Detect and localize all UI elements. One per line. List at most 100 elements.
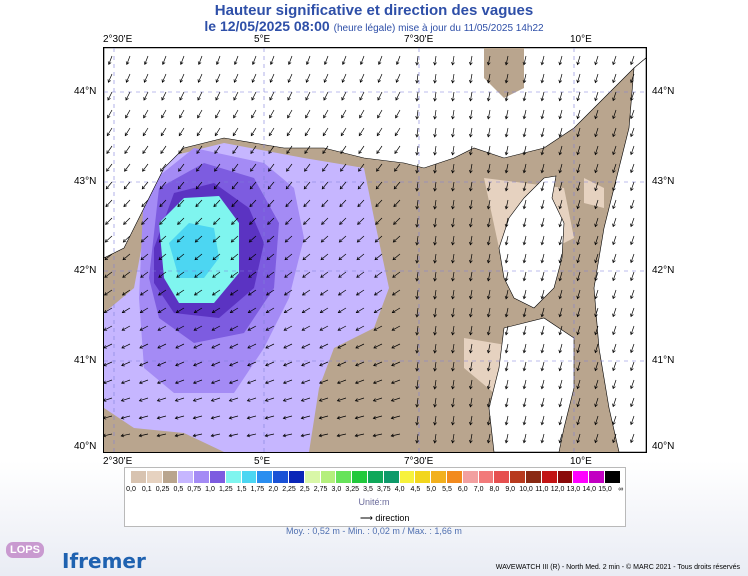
wave-direction-arrow <box>104 343 113 349</box>
wave-direction-arrow <box>594 55 599 65</box>
wave-height-map[interactable] <box>103 47 647 453</box>
wave-direction-arrow <box>247 433 257 437</box>
wave-direction-arrow <box>197 109 203 119</box>
wave-direction-arrowhead <box>522 79 527 84</box>
forecast-date: le 12/05/2025 08:00 <box>204 18 330 34</box>
wave-direction-arrowhead <box>232 168 236 172</box>
wave-direction-arrow <box>283 379 293 384</box>
wave-direction-arrowhead <box>287 61 292 66</box>
wave-direction-arrow <box>248 307 257 313</box>
wave-direction-arrow <box>142 163 149 172</box>
wave-direction-arrowhead <box>522 169 527 174</box>
wave-direction-arrowhead <box>303 221 307 225</box>
wave-direction-arrow <box>487 217 491 227</box>
wave-direction-arrow <box>594 361 599 371</box>
color-scale-label: 1,5 <box>236 486 247 493</box>
wave-direction-arrowhead <box>214 168 218 172</box>
wave-direction-arrowhead <box>285 221 289 225</box>
wave-direction-arrow <box>630 145 635 155</box>
wave-direction-arrowhead <box>468 277 473 282</box>
wave-direction-arrow <box>104 325 113 331</box>
wave-direction-arrow <box>505 271 509 281</box>
wave-direction-arrow <box>559 127 563 137</box>
wave-direction-arrow <box>612 181 617 191</box>
wave-direction-arrow <box>392 307 401 313</box>
color-scale-label: ∞ <box>618 486 624 493</box>
wave-direction-arrowhead <box>175 309 180 314</box>
wave-direction-arrowhead <box>468 223 473 228</box>
wave-direction-arrowhead <box>302 274 306 278</box>
wave-direction-arrow <box>212 289 221 296</box>
wave-direction-arrowhead <box>211 345 215 349</box>
wave-direction-arrow <box>470 433 473 443</box>
wave-direction-arrowhead <box>250 150 254 154</box>
wave-direction-arrow <box>375 217 383 225</box>
wave-direction-arrowhead <box>354 433 359 438</box>
wave-direction-arrow <box>216 55 221 65</box>
wave-direction-arrow <box>304 145 311 154</box>
wave-direction-arrowhead <box>558 313 563 318</box>
wave-direction-arrow <box>121 361 131 366</box>
wave-direction-arrowhead <box>415 80 419 84</box>
wave-direction-arrowhead <box>612 349 616 354</box>
wave-direction-arrowhead <box>612 133 616 138</box>
wave-direction-arrowhead <box>451 367 455 372</box>
wave-direction-arrow <box>283 397 293 402</box>
color-scale-swatch <box>352 471 368 483</box>
wave-direction-arrowhead <box>415 206 419 210</box>
wave-direction-arrow <box>214 127 221 136</box>
wave-direction-arrow <box>284 307 293 313</box>
wave-direction-arrowhead <box>486 97 491 102</box>
wave-direction-arrow <box>523 235 527 245</box>
wave-direction-arrow <box>234 73 239 83</box>
wave-direction-arrow <box>577 271 581 281</box>
wave-direction-arrow <box>283 415 293 419</box>
wave-direction-arrow <box>394 145 401 154</box>
wave-direction-arrowhead <box>282 398 287 402</box>
wave-direction-arrowhead <box>372 415 377 420</box>
wave-direction-arrowhead <box>123 185 128 190</box>
wave-direction-arrowhead <box>192 398 197 402</box>
wave-direction-arrowhead <box>354 398 359 402</box>
wave-direction-arrowhead <box>558 241 563 246</box>
wave-direction-arrow <box>177 181 185 190</box>
wave-direction-arrowhead <box>522 277 527 282</box>
update-note: (heure légale) mise à jour du 11/05/2025… <box>333 23 544 34</box>
wave-direction-arrow <box>373 415 383 419</box>
wave-direction-arrowhead <box>433 278 437 282</box>
color-scale-label: 3,25 <box>345 486 359 493</box>
wave-direction-arrowhead <box>594 151 598 156</box>
wave-direction-arrow <box>577 199 581 209</box>
wave-direction-arrow <box>487 307 491 317</box>
wave-direction-arrowhead <box>522 151 527 156</box>
wave-direction-arrow <box>487 73 491 83</box>
color-scale-swatch <box>510 471 526 483</box>
wave-direction-arrow <box>305 91 311 101</box>
wave-direction-arrowhead <box>594 403 598 408</box>
wave-direction-arrowhead <box>451 349 455 354</box>
wave-direction-arrow <box>393 235 401 243</box>
wave-direction-arrow <box>323 109 329 119</box>
wave-direction-arrowhead <box>594 313 598 318</box>
wave-direction-arrowhead <box>285 203 289 208</box>
wave-direction-arrowhead <box>612 385 616 390</box>
wave-direction-arrow <box>373 379 383 384</box>
wave-direction-arrow <box>416 325 419 335</box>
wave-direction-arrowhead <box>336 415 341 420</box>
wave-direction-arrowhead <box>433 296 437 300</box>
wave-direction-arrowhead <box>486 79 491 84</box>
wave-direction-arrow <box>194 289 203 296</box>
wave-direction-arrowhead <box>373 292 378 296</box>
wave-direction-arrow <box>505 91 509 101</box>
wave-direction-arrowhead <box>630 97 634 102</box>
wave-direction-arrowhead <box>301 292 306 296</box>
wave-direction-arrow <box>285 235 293 243</box>
sea-mid-zone <box>584 178 604 208</box>
wave-direction-arrowhead <box>125 61 130 66</box>
wave-direction-arrowhead <box>576 133 580 138</box>
wave-direction-arrowhead <box>415 332 419 336</box>
wave-direction-arrow <box>541 433 545 443</box>
wave-direction-arrowhead <box>105 185 110 190</box>
wave-direction-arrowhead <box>212 274 216 278</box>
wave-direction-arrow <box>577 217 581 227</box>
